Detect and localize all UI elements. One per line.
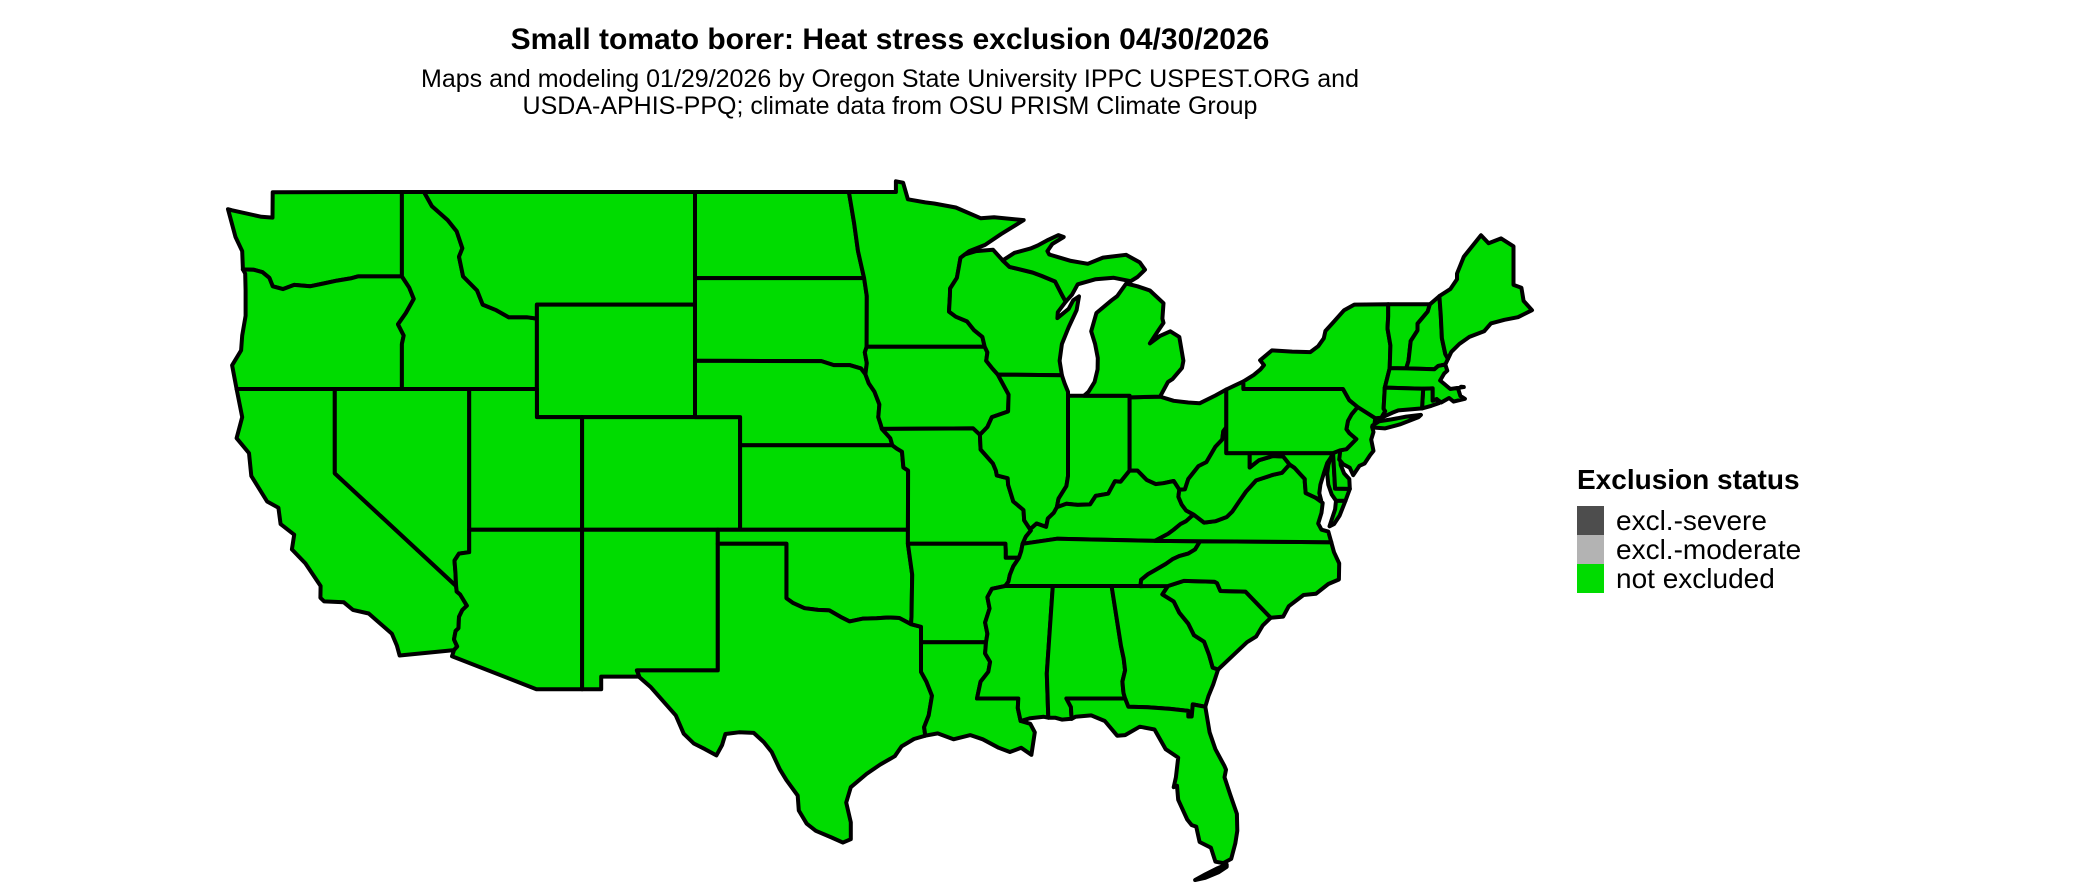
state-or [230,267,416,391]
state-nd [693,190,867,281]
legend-item-not-excluded: not excluded [1577,562,1801,594]
legend-item-excl-moderate: excl.-moderate [1577,533,1802,565]
state-ks [738,443,911,532]
state-tx [634,541,934,845]
state-mi [1000,233,1186,400]
state-fl [1064,696,1240,882]
map-header: Small tomato borer: Heat stress exclusio… [0,22,1780,120]
state-nc [1138,539,1342,620]
legend-swatch-not-excluded [1577,564,1604,593]
state-az [450,527,585,692]
map-subtitle-line1: Maps and modeling 01/29/2026 by Oregon S… [421,65,1359,93]
state-me [1437,233,1534,361]
state-pa [1224,379,1360,456]
map-subtitle: Maps and modeling 01/29/2026 by Oregon S… [0,66,1780,120]
map-title: Small tomato borer: Heat stress exclusio… [510,23,1270,56]
state-co [580,415,743,532]
state-wy [534,302,697,420]
state-ct [1379,385,1426,420]
legend-label-excl-moderate: excl.-moderate [1616,533,1802,565]
legend: Exclusion status excl.-severe excl.-mode… [1577,464,1802,594]
legend-swatch-excl-moderate [1577,535,1604,564]
legend-label-not-excluded: not excluded [1616,562,1775,594]
legend-item-excl-severe: excl.-severe [1577,504,1801,536]
legend-swatch-excl-severe [1577,506,1604,535]
legend-title: Exclusion status [1577,464,1800,495]
state-nm [580,527,720,692]
legend-label-excl-severe: excl.-severe [1616,504,1767,536]
map-subtitle-line2: USDA-APHIS-PPQ; climate data from OSU PR… [522,92,1258,120]
